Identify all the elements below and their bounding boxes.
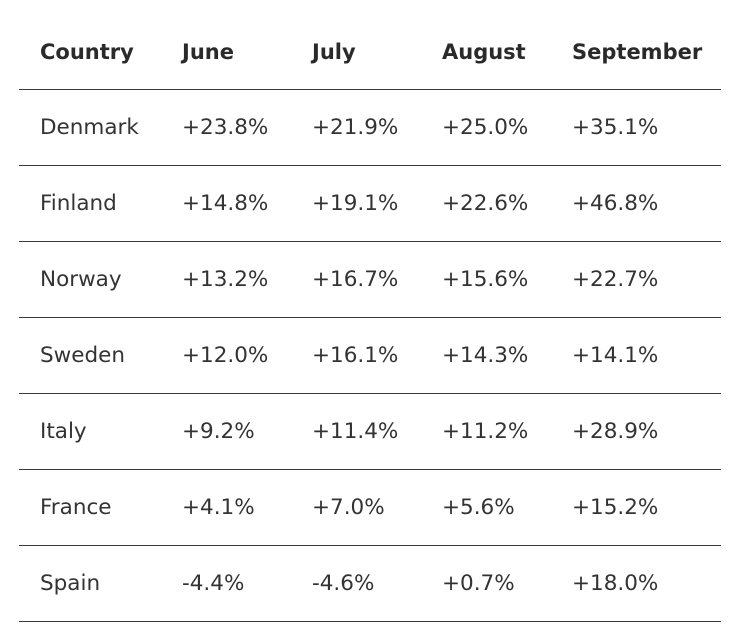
country-monthly-change-table: Country June July August September Denma… [19,14,721,622]
june-cell: +13.2% [161,241,291,318]
august-cell: +15.6% [421,241,551,318]
table-row: Denmark +23.8% +21.9% +25.0% +35.1% [19,89,721,166]
country-cell: Spain [19,545,161,622]
august-cell: +11.2% [421,393,551,470]
country-cell: Denmark [19,89,161,166]
header-country: Country [19,14,161,90]
july-cell: +21.9% [291,89,421,166]
header-july: July [291,14,421,90]
july-cell: +19.1% [291,165,421,242]
august-cell: +25.0% [421,89,551,166]
table-row: Norway +13.2% +16.7% +15.6% +22.7% [19,241,721,318]
september-cell: +22.7% [551,241,721,318]
june-cell: -4.4% [161,545,291,622]
august-cell: +0.7% [421,545,551,622]
september-cell: +35.1% [551,89,721,166]
table-row: Spain -4.4% -4.6% +0.7% +18.0% [19,545,721,622]
september-cell: +15.2% [551,469,721,546]
june-cell: +4.1% [161,469,291,546]
june-cell: +14.8% [161,165,291,242]
table-body: Denmark +23.8% +21.9% +25.0% +35.1% Finl… [19,89,721,622]
july-cell: +16.1% [291,317,421,394]
header-september: September [551,14,721,90]
country-cell: Italy [19,393,161,470]
july-cell: +16.7% [291,241,421,318]
table-row: Finland +14.8% +19.1% +22.6% +46.8% [19,165,721,242]
header-august: August [421,14,551,90]
july-cell: -4.6% [291,545,421,622]
header-june: June [161,14,291,90]
data-table-container: Country June July August September Denma… [19,14,721,622]
september-cell: +28.9% [551,393,721,470]
country-cell: Norway [19,241,161,318]
june-cell: +23.8% [161,89,291,166]
september-cell: +14.1% [551,317,721,394]
table-row: France +4.1% +7.0% +5.6% +15.2% [19,469,721,546]
country-cell: Sweden [19,317,161,394]
country-cell: France [19,469,161,546]
country-cell: Finland [19,165,161,242]
july-cell: +11.4% [291,393,421,470]
september-cell: +46.8% [551,165,721,242]
table-row: Sweden +12.0% +16.1% +14.3% +14.1% [19,317,721,394]
september-cell: +18.0% [551,545,721,622]
header-row: Country June July August September [19,14,721,90]
august-cell: +5.6% [421,469,551,546]
table-header: Country June July August September [19,14,721,90]
august-cell: +14.3% [421,317,551,394]
july-cell: +7.0% [291,469,421,546]
table-row: Italy +9.2% +11.4% +11.2% +28.9% [19,393,721,470]
august-cell: +22.6% [421,165,551,242]
june-cell: +9.2% [161,393,291,470]
june-cell: +12.0% [161,317,291,394]
